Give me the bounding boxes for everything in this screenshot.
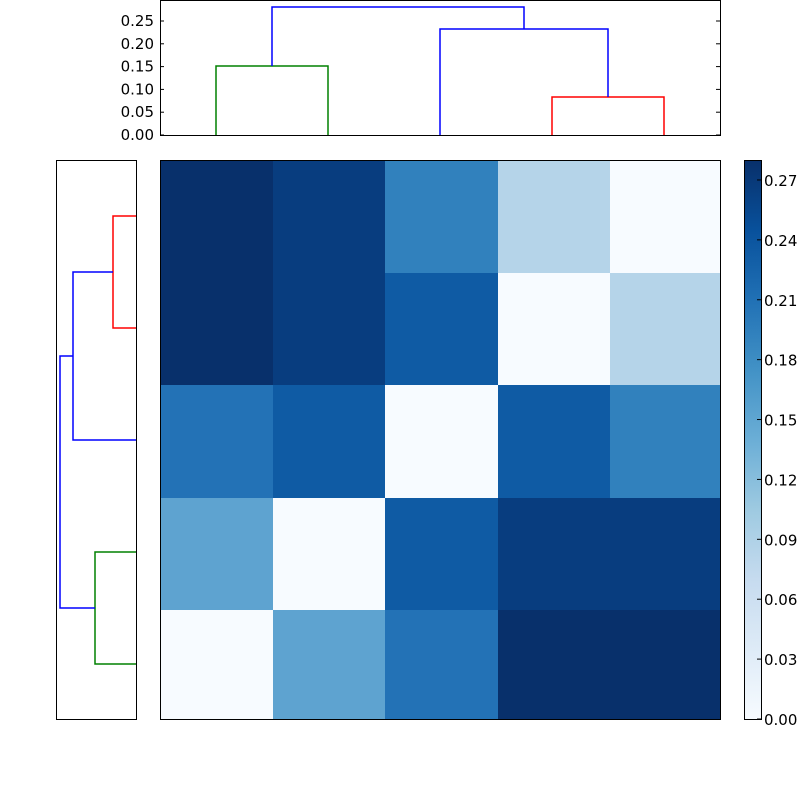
heatmap-cell xyxy=(498,610,610,719)
heatmap-cell xyxy=(610,610,720,719)
dendrogram-link-blue xyxy=(72,271,136,441)
heatmap-cell xyxy=(498,385,610,498)
heatmap-cell xyxy=(273,610,385,719)
dendrogram-link-blue-root xyxy=(59,355,95,609)
heatmap-cell xyxy=(273,498,385,610)
heatmap-cell xyxy=(161,385,273,498)
colorbar-tick-label: 0.12 xyxy=(764,471,797,489)
ytick-label: 0.15 xyxy=(121,58,154,76)
colorbar-tick-label: 0.15 xyxy=(764,412,797,430)
heatmap-cell xyxy=(498,161,610,273)
heatmap-cell xyxy=(385,610,498,719)
colorbar-tick-label: 0.27 xyxy=(764,172,797,190)
heatmap-panel xyxy=(160,160,721,720)
dendrogram-link-red xyxy=(551,96,665,135)
heatmap-cell xyxy=(161,498,273,610)
ytick-label: 0.20 xyxy=(121,35,154,53)
heatmap-cell xyxy=(273,385,385,498)
dendrogram-link-blue xyxy=(439,28,609,135)
colorbar-axis: 0.00 0.03 0.06 0.09 0.12 0.15 0.18 0.21 0.24 0.27 xyxy=(757,172,797,729)
heatmap-cell xyxy=(385,385,498,498)
ytick-label: 0.10 xyxy=(121,80,154,98)
colorbar-tick-label: 0.03 xyxy=(764,651,797,669)
heatmap-cell xyxy=(610,385,720,498)
ytick-label: 0.00 xyxy=(121,126,154,144)
ytick-label: 0.05 xyxy=(121,103,154,121)
heatmap-cell xyxy=(161,610,273,719)
colorbar-tick-label: 0.18 xyxy=(764,352,797,370)
colorbar-tick-label: 0.24 xyxy=(764,232,797,250)
top-dendrogram-yaxis: 0.00 0.05 0.10 0.15 0.20 0.25 xyxy=(121,12,720,144)
heatmap-cell xyxy=(385,161,498,273)
dendrogram-link-red xyxy=(112,215,136,329)
heatmap-cell xyxy=(273,161,385,273)
colorbar-tick-label: 0.06 xyxy=(764,591,797,609)
heatmap-cell xyxy=(385,498,498,610)
heatmap-grid xyxy=(161,161,720,719)
heatmap-cell xyxy=(385,273,498,385)
heatmap-cell xyxy=(610,273,720,385)
heatmap-cell xyxy=(498,273,610,385)
colorbar-tick-label: 0.00 xyxy=(764,711,797,729)
left-dendrogram xyxy=(59,215,136,665)
heatmap-cell xyxy=(610,161,720,273)
heatmap-cell xyxy=(161,161,273,273)
dendrogram-link-blue-root xyxy=(271,6,525,66)
colorbar-tick-label: 0.21 xyxy=(764,292,797,310)
dendrogram-link-green xyxy=(94,551,136,665)
heatmap-cell xyxy=(498,498,610,610)
heatmap-cell xyxy=(161,273,273,385)
ytick-label: 0.25 xyxy=(121,12,154,30)
dendrogram-link-green xyxy=(215,65,329,135)
heatmap-cell xyxy=(273,273,385,385)
top-dendrogram xyxy=(215,6,665,135)
colorbar-tick-label: 0.09 xyxy=(764,531,797,549)
heatmap-cell xyxy=(610,498,720,610)
